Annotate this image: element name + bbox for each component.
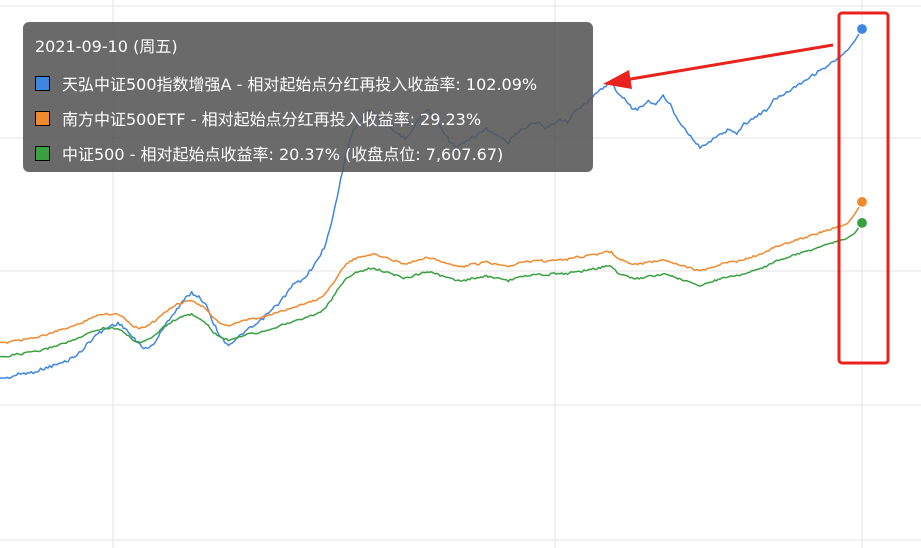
tooltip: 2021-09-10 (周五) 天弘中证500指数增强A - 相对起始点分红再投…	[23, 22, 593, 172]
highlight-box	[837, 11, 890, 365]
annotations	[603, 11, 890, 365]
arrow-head	[603, 70, 632, 89]
legend-swatch-csi500	[35, 145, 50, 161]
tooltip-row-nanfang: 南方中证500ETF - 相对起始点分红再投入收益率: 29.23%	[35, 106, 581, 130]
series-line-2	[0, 222, 863, 358]
end-point-1	[855, 195, 869, 208]
end-points	[855, 22, 869, 229]
legend-swatch-nanfang	[35, 110, 50, 126]
end-point-0	[855, 22, 869, 36]
tooltip-row-csi500: 中证500 - 相对起始点收益率: 20.37% (收盘点位: 7,607.67…	[35, 141, 581, 165]
legend-swatch-tianhong	[35, 75, 50, 91]
series-line-1	[0, 201, 863, 344]
tooltip-text-tianhong: 天弘中证500指数增强A - 相对起始点分红再投入收益率: 102.09%	[62, 75, 538, 94]
tooltip-row-tianhong: 天弘中证500指数增强A - 相对起始点分红再投入收益率: 102.09%	[35, 71, 581, 95]
tooltip-date: 2021-09-10 (周五)	[35, 37, 178, 56]
arrow-shaft	[624, 43, 834, 82]
end-point-2	[855, 216, 869, 229]
tooltip-text-csi500: 中证500 - 相对起始点收益率: 20.37% (收盘点位: 7,607.67…	[62, 145, 504, 164]
tooltip-text-nanfang: 南方中证500ETF - 相对起始点分红再投入收益率: 29.23%	[62, 110, 482, 129]
